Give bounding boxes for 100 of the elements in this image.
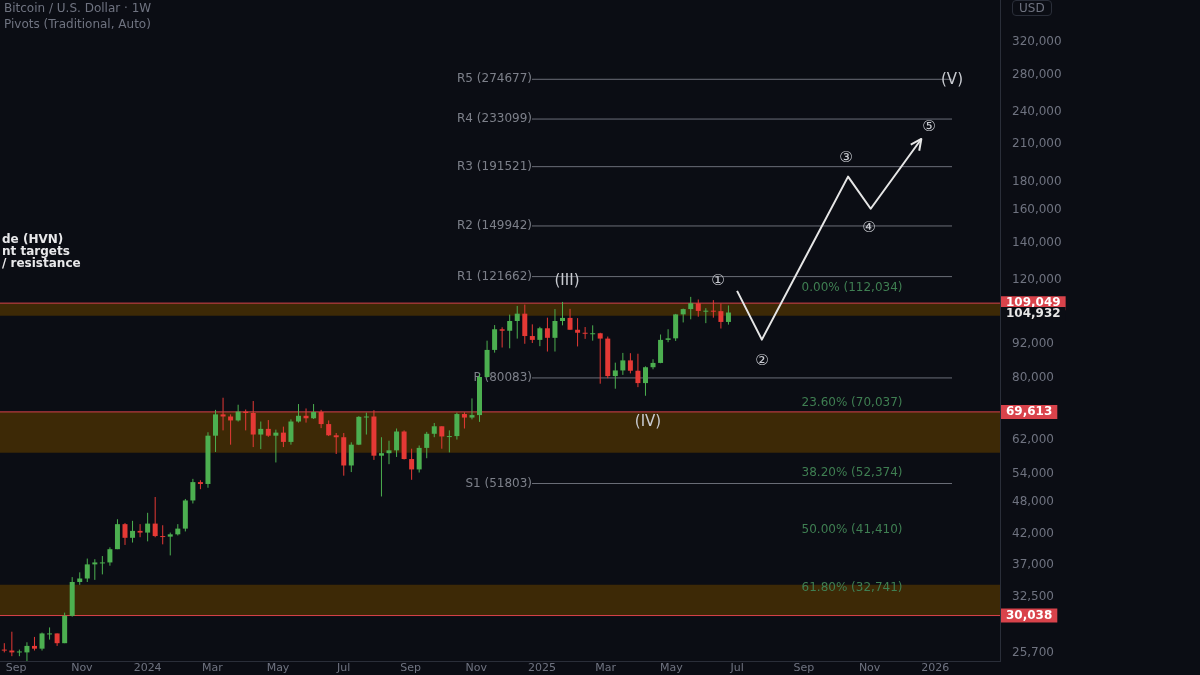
annotation: 0.00% (112,034) [801, 280, 903, 295]
candlestick [703, 307, 709, 324]
x-tick-label: 2026 [921, 661, 950, 675]
annotation: ④ [862, 217, 876, 236]
candlestick [92, 558, 98, 581]
x-tick-label: Nov [71, 661, 94, 675]
candlestick [688, 296, 694, 320]
annotation: nt targets [2, 244, 70, 259]
x-tick-label: Mar [595, 661, 617, 675]
annotation: ① [711, 270, 725, 289]
candlestick [718, 302, 724, 330]
annotation: ③ [839, 147, 853, 166]
candlestick [582, 326, 588, 340]
ref-line-label: R4 (233099) [457, 111, 532, 126]
annotation: 23.60% (70,037) [801, 395, 903, 410]
candlestick [99, 555, 105, 575]
candlestick [220, 397, 226, 431]
x-tick-label: Jul [336, 661, 351, 675]
y-tick-label: 140,000 [1012, 234, 1062, 249]
candlestick [386, 440, 392, 465]
y-tick-label: 54,000 [1012, 465, 1054, 480]
candlestick [635, 353, 641, 388]
candlestick [446, 429, 452, 453]
y-tick-label: 80,000 [1012, 370, 1054, 385]
candlestick [167, 532, 173, 556]
ref-line-label: R3 (191521) [457, 158, 532, 173]
candlestick [137, 523, 143, 538]
ref-line-label: S1 (51803) [465, 475, 532, 490]
candlestick [160, 524, 166, 545]
candlestick [620, 352, 626, 376]
y-tick-label: 92,000 [1012, 336, 1054, 351]
y-tick-label: 180,000 [1012, 173, 1062, 188]
candlestick [348, 441, 354, 473]
annotation: 38.20% (52,374) [801, 465, 903, 480]
y-tick-label: 240,000 [1012, 104, 1062, 119]
candlestick [552, 308, 558, 353]
candlestick [650, 358, 656, 370]
candlestick [280, 426, 286, 448]
candlestick [107, 546, 113, 567]
y-tick-label: 120,000 [1012, 272, 1062, 287]
x-tick-label: Nov [858, 661, 881, 675]
candlestick [673, 313, 679, 342]
candlestick [378, 436, 384, 497]
x-tick-label: 2025 [528, 661, 557, 675]
candlestick [409, 448, 415, 481]
candlestick [642, 365, 648, 397]
y-axis-title: USD [1012, 0, 1052, 16]
candlestick [522, 304, 528, 345]
candlestick [537, 326, 543, 347]
candlestick [725, 304, 731, 326]
y-tick-label: 320,000 [1012, 34, 1062, 49]
annotation: / resistance [2, 256, 81, 271]
candlestick [250, 400, 256, 448]
y-tick-label: 160,000 [1012, 202, 1062, 217]
y-tick-label: 32,500 [1012, 588, 1054, 603]
x-tick-label: Jul [729, 661, 744, 675]
candlestick [492, 324, 498, 354]
candlestick [499, 326, 505, 348]
candlestick [24, 641, 30, 662]
candlestick [627, 352, 633, 374]
candlestick [710, 299, 716, 319]
annotation: 61.80% (32,741) [801, 580, 903, 595]
candlestick [454, 412, 460, 441]
candlestick [122, 522, 128, 546]
candlestick [439, 425, 445, 450]
candlestick [394, 428, 400, 458]
candlestick [469, 397, 475, 420]
annotation: de (HVN) [2, 232, 64, 247]
candlestick [130, 520, 136, 544]
x-tick-label: May [659, 661, 684, 675]
candlestick [363, 412, 369, 436]
candlestick [47, 626, 53, 641]
candlestick [235, 404, 241, 423]
candlestick [288, 418, 294, 446]
candlestick [575, 317, 581, 347]
ref-line-label: 69,613 [1006, 404, 1053, 419]
annotation: ⑤ [922, 116, 936, 135]
candlestick [567, 308, 573, 331]
candlestick [560, 301, 565, 326]
candlestick [84, 558, 90, 583]
y-tick-label: 37,000 [1012, 557, 1054, 572]
text: Pivots (Traditional, Auto) [4, 16, 152, 32]
candlestick [665, 328, 671, 343]
candlestick [333, 432, 339, 455]
x-tick-label: Sep [400, 661, 421, 675]
ref-line-label: R1 (121662) [457, 268, 532, 283]
candlestick [273, 429, 279, 463]
annotation: (V) [941, 69, 963, 88]
candlestick [597, 332, 603, 385]
y-tick-label: 210,000 [1012, 136, 1062, 151]
candlestick [416, 444, 422, 474]
y-tick-label: 280,000 [1012, 66, 1062, 81]
ref-line-label: R5 (274677) [457, 71, 532, 86]
y-tick-label: 62,000 [1012, 432, 1054, 447]
ref-line-label: 30,038 [1006, 607, 1053, 622]
x-tick-label: 2024 [133, 661, 162, 675]
chart-title: Bitcoin / U.S. Dollar · 1W [4, 0, 152, 16]
candlestick [514, 305, 520, 340]
candlestick [213, 409, 219, 453]
annotation: (III) [554, 270, 580, 289]
